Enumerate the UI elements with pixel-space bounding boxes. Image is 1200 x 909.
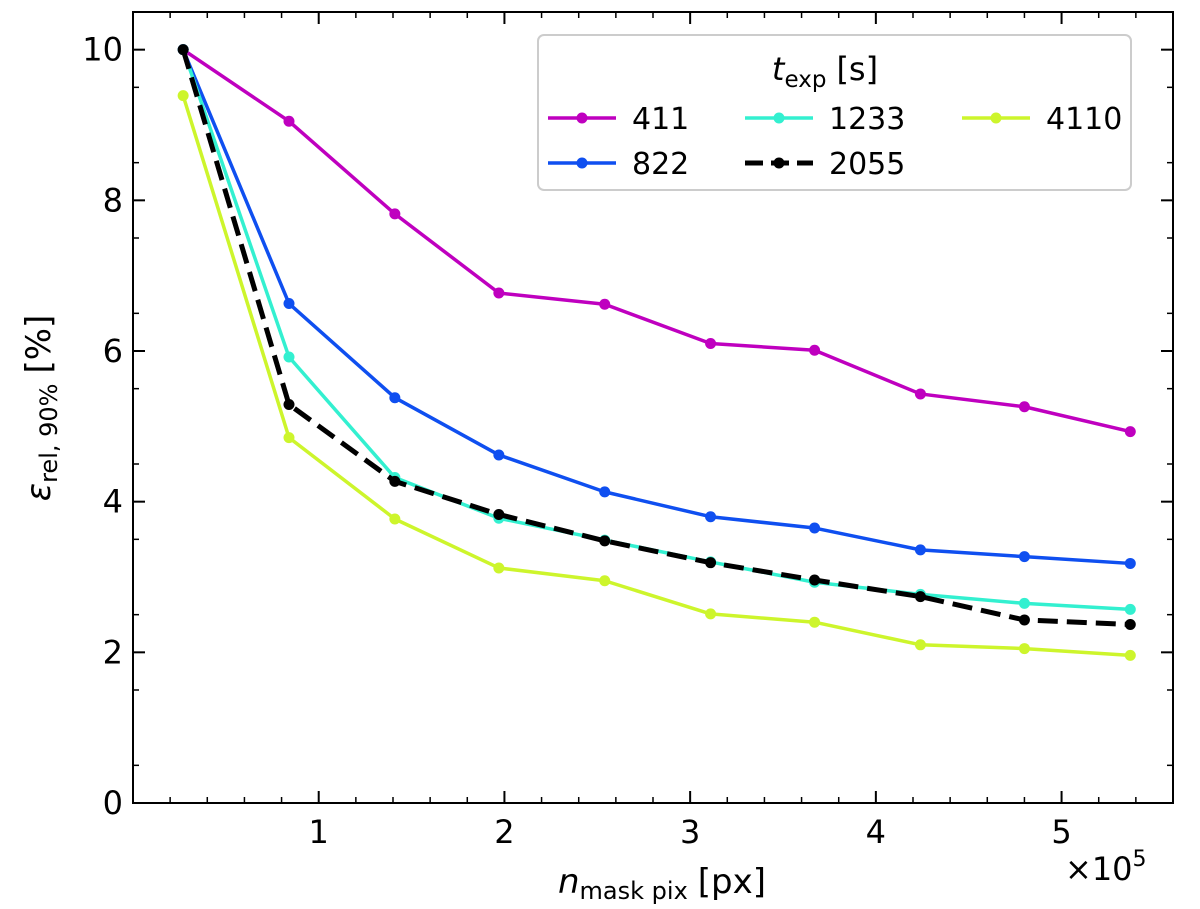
legend-marker — [773, 157, 785, 169]
legend-entries: 411 822 1233 2055 4110 — [548, 102, 1122, 182]
data-point-822 — [914, 544, 926, 556]
y-tick-label: 0 — [103, 784, 123, 822]
legend-entry-4110: 4110 — [962, 102, 1122, 137]
data-point-2055 — [1124, 618, 1136, 630]
data-point-4110 — [705, 608, 717, 620]
data-point-2055 — [1018, 614, 1030, 626]
data-point-1233 — [1018, 597, 1030, 609]
data-point-4110 — [599, 575, 611, 587]
legend-entry-2055: 2055 — [745, 147, 905, 182]
legend: texp [s] 411 822 1233 2055 4110 — [537, 34, 1132, 191]
legend-frame — [537, 34, 1132, 191]
series-line-4110 — [181, 95, 1131, 658]
data-point-4110 — [177, 90, 189, 102]
x-tick-label: 4 — [866, 813, 886, 851]
legend-marker — [576, 157, 588, 169]
data-point-411 — [389, 208, 401, 220]
legend-label: 411 — [632, 102, 689, 137]
series-line-411 — [182, 48, 1131, 434]
x-tick-label: 3 — [680, 813, 700, 851]
y-tick-label: 6 — [103, 332, 123, 370]
data-point-4110 — [809, 616, 821, 628]
data-point-4110 — [1018, 643, 1030, 655]
series-layer — [177, 44, 1136, 661]
data-point-4110 — [1124, 649, 1136, 661]
axis-ticks: 1 2 3 4 5 0 2 4 6 8 10 — [82, 12, 1173, 851]
legend-marker — [773, 112, 785, 124]
legend-marker — [990, 112, 1002, 124]
data-point-4110 — [389, 513, 401, 525]
data-point-411 — [1124, 426, 1136, 438]
data-point-411 — [1018, 401, 1030, 413]
data-point-2055 — [599, 535, 611, 547]
data-point-1233 — [283, 351, 295, 363]
data-point-2055 — [705, 557, 717, 569]
data-point-1233 — [1124, 603, 1136, 615]
data-point-411 — [493, 287, 505, 299]
x-tick-label: 5 — [1051, 813, 1071, 851]
x-tick-label: 2 — [494, 813, 514, 851]
data-point-822 — [705, 511, 717, 523]
data-point-822 — [389, 392, 401, 404]
data-point-2055 — [389, 475, 401, 487]
data-point-411 — [809, 344, 821, 356]
legend-label: 2055 — [829, 147, 905, 182]
data-point-4110 — [283, 432, 295, 444]
data-point-822 — [599, 486, 611, 498]
series-822 — [177, 44, 1136, 569]
legend-label: 4110 — [1046, 102, 1122, 137]
series-line-2055 — [180, 48, 1131, 627]
legend-entry-411: 411 — [548, 102, 689, 137]
data-point-2055 — [809, 574, 821, 586]
data-point-4110 — [493, 562, 505, 574]
data-point-4110 — [914, 639, 926, 651]
y-tick-label: 4 — [103, 483, 123, 521]
y-axis-label: εrel, 90%[%] — [19, 315, 63, 502]
y-tick-label: 8 — [103, 181, 123, 219]
x-axis-multiplier: ×105 — [1065, 847, 1147, 888]
x-tick-label: 1 — [309, 813, 329, 851]
data-point-2055 — [493, 508, 505, 520]
data-point-2055 — [283, 398, 295, 410]
x-axis-label: nmask pix [px] — [558, 862, 766, 905]
y-tick-label: 2 — [103, 633, 123, 671]
data-point-2055 — [914, 591, 926, 603]
data-point-822 — [809, 522, 821, 534]
legend-marker — [576, 112, 588, 124]
data-point-411 — [705, 337, 717, 349]
legend-title: texp [s] — [772, 50, 878, 93]
legend-entry-1233: 1233 — [745, 102, 905, 137]
data-point-411 — [599, 298, 611, 310]
data-point-822 — [1018, 551, 1030, 563]
data-point-411 — [914, 388, 926, 400]
data-point-822 — [1124, 557, 1136, 569]
legend-label: 822 — [632, 147, 689, 182]
data-point-411 — [283, 115, 295, 127]
data-point-2055 — [177, 44, 189, 56]
legend-entry-822: 822 — [548, 147, 689, 182]
series-2055 — [177, 44, 1136, 630]
y-tick-label: 10 — [82, 31, 123, 69]
data-point-822 — [283, 298, 295, 310]
series-4110 — [177, 90, 1136, 661]
legend-label: 1233 — [829, 102, 905, 137]
data-point-822 — [493, 449, 505, 461]
series-line-822 — [181, 48, 1131, 566]
